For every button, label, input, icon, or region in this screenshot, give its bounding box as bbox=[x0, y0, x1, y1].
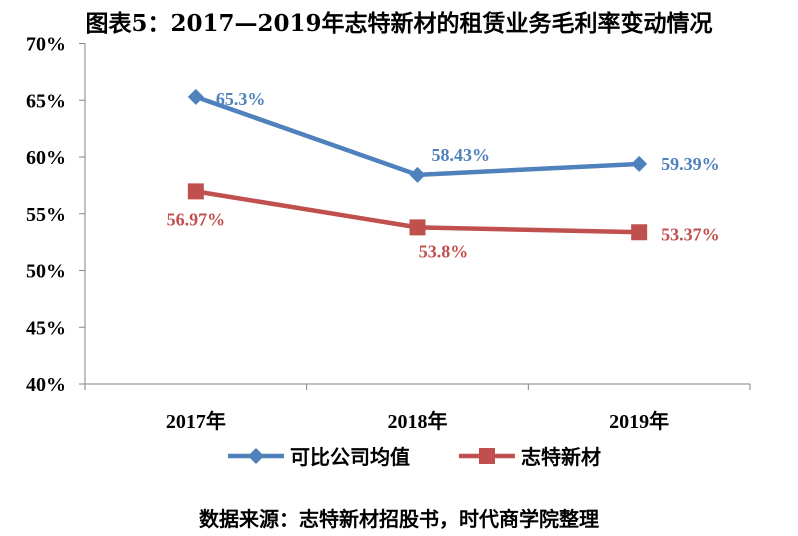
y-tick-label: 40% bbox=[26, 374, 66, 396]
source-note: 数据来源：志特新材招股书，时代商学院整理 bbox=[199, 507, 599, 531]
data-point-diamond bbox=[187, 88, 204, 105]
legend-label: 可比公司均值 bbox=[290, 445, 410, 469]
data-point-square bbox=[187, 183, 204, 200]
data-point-diamond bbox=[631, 155, 648, 172]
y-tick-label: 60% bbox=[26, 147, 66, 169]
legend-label: 志特新材 bbox=[521, 445, 601, 469]
x-tick-label: 2019年 bbox=[609, 409, 669, 433]
data-point-square bbox=[409, 219, 426, 236]
x-tick-label: 2017年 bbox=[166, 409, 226, 433]
y-tick-label: 70% bbox=[26, 34, 66, 56]
data-label: 58.43% bbox=[432, 145, 491, 165]
data-label: 53.37% bbox=[661, 224, 720, 244]
legend-square-icon bbox=[479, 448, 495, 464]
data-label: 56.97% bbox=[167, 209, 226, 229]
data-label: 53.8% bbox=[419, 241, 469, 261]
x-tick-label: 2018年 bbox=[388, 409, 448, 433]
y-tick-label: 50% bbox=[26, 261, 66, 283]
data-point-diamond bbox=[409, 166, 426, 183]
data-point-square bbox=[631, 224, 648, 241]
y-tick-label: 55% bbox=[26, 204, 66, 226]
y-tick-label: 45% bbox=[26, 317, 66, 339]
data-label: 59.39% bbox=[661, 154, 720, 174]
chart-title: 图表5：2017—2019年志特新材的租赁业务毛利率变动情况 bbox=[85, 10, 713, 37]
data-label: 65.3% bbox=[216, 89, 265, 109]
legend-diamond-icon bbox=[248, 448, 264, 464]
y-tick-label: 65% bbox=[26, 90, 66, 112]
